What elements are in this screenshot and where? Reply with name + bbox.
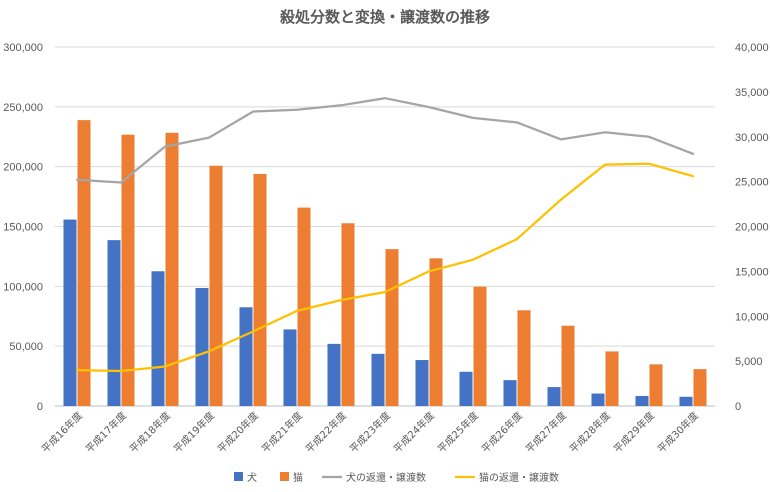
x-category-label: 平成25年度 xyxy=(435,409,481,455)
y-left-tick-label: 200,000 xyxy=(3,162,43,174)
bar-series xyxy=(63,120,707,406)
x-category-label: 平成21年度 xyxy=(259,409,305,455)
y-left-tick-label: 100,000 xyxy=(3,281,43,293)
y-axis-left: 0 50,000 100,000 150,000 200,000 250,000 300,0… xyxy=(3,42,43,413)
x-category-label: 平成20年度 xyxy=(215,409,261,455)
y-right-tick-label: 35,000 xyxy=(735,87,769,99)
y-right-tick-label: 30,000 xyxy=(735,132,769,144)
bar-cat xyxy=(385,249,399,406)
gridlines xyxy=(55,46,715,407)
x-category-label: 平成17年度 xyxy=(83,409,129,455)
x-axis-categories: 平成16年度平成17年度平成18年度平成19年度平成20年度平成21年度平成22… xyxy=(39,409,701,455)
bar-dog xyxy=(591,393,605,406)
x-category-label: 平成22年度 xyxy=(303,409,349,455)
bar-dog xyxy=(371,353,385,406)
x-category-label: 平成18年度 xyxy=(127,409,173,455)
line-series xyxy=(75,97,695,373)
bar-dog xyxy=(415,360,429,406)
bar-cat xyxy=(649,364,663,406)
bar-dog xyxy=(459,371,473,406)
y-right-tick-label: 20,000 xyxy=(735,222,769,234)
legend-swatch xyxy=(280,472,289,481)
bar-cat xyxy=(429,258,443,406)
bar-dog xyxy=(547,387,561,406)
bar-cat xyxy=(517,310,531,406)
y-right-tick-label: 5,000 xyxy=(735,356,763,368)
bar-cat xyxy=(297,207,311,406)
x-category-label: 平成26年度 xyxy=(479,409,525,455)
x-category-label: 平成30年度 xyxy=(655,409,701,455)
bar-cat xyxy=(209,165,223,406)
x-category-label: 平成28年度 xyxy=(567,409,613,455)
bar-dog xyxy=(327,343,341,406)
y-right-tick-label: 25,000 xyxy=(735,177,769,189)
legend-label: 犬の返還・譲渡数 xyxy=(346,471,426,484)
y-right-tick-label: 15,000 xyxy=(735,266,769,278)
bar-cat xyxy=(253,173,267,406)
bar-dog xyxy=(107,240,121,406)
x-category-label: 平成27年度 xyxy=(523,409,569,455)
bar-dog xyxy=(635,395,649,406)
bar-dog xyxy=(151,271,165,406)
bar-dog xyxy=(239,307,253,406)
y-left-tick-label: 250,000 xyxy=(3,102,43,114)
bar-dog xyxy=(679,396,693,406)
bar-dog xyxy=(503,380,517,406)
chart-title: 殺処分数と変換・譲渡数の推移 xyxy=(279,8,490,26)
y-left-tick-label: 0 xyxy=(37,401,43,413)
y-right-tick-label: 10,000 xyxy=(735,311,769,323)
y-left-tick-label: 50,000 xyxy=(9,341,43,353)
bar-dog xyxy=(283,329,297,406)
legend-label: 犬 xyxy=(247,471,257,484)
x-category-label: 平成24年度 xyxy=(391,409,437,455)
bar-dog xyxy=(63,219,77,406)
line-cat-return xyxy=(75,162,695,373)
y-right-tick-label: 0 xyxy=(735,401,741,413)
bar-cat xyxy=(473,286,487,406)
legend-label: 猫の返還・譲渡数 xyxy=(479,471,559,484)
legend: 犬 猫 犬の返還・譲渡数 猫の返還・譲渡数 xyxy=(234,471,559,484)
y-right-tick-label: 40,000 xyxy=(735,42,769,54)
bar-cat xyxy=(121,134,135,406)
bar-cat xyxy=(165,132,179,406)
bar-cat xyxy=(561,325,575,406)
legend-label: 猫 xyxy=(293,471,303,484)
bar-cat xyxy=(605,351,619,406)
x-category-label: 平成29年度 xyxy=(611,409,657,455)
bar-cat xyxy=(693,369,707,406)
x-category-label: 平成23年度 xyxy=(347,409,393,455)
legend-swatch xyxy=(234,472,243,481)
y-axis-right: 0 5,000 10,000 15,000 20,000 25,000 30,000 35,0… xyxy=(735,42,769,413)
bar-dog xyxy=(195,288,209,406)
bar-cat xyxy=(341,223,355,406)
y-left-tick-label: 150,000 xyxy=(3,222,43,234)
bar-cat xyxy=(77,120,91,406)
y-left-tick-label: 300,000 xyxy=(3,42,43,54)
x-category-label: 平成16年度 xyxy=(39,409,85,455)
x-category-label: 平成19年度 xyxy=(171,409,217,455)
line-dog-return xyxy=(75,97,695,184)
